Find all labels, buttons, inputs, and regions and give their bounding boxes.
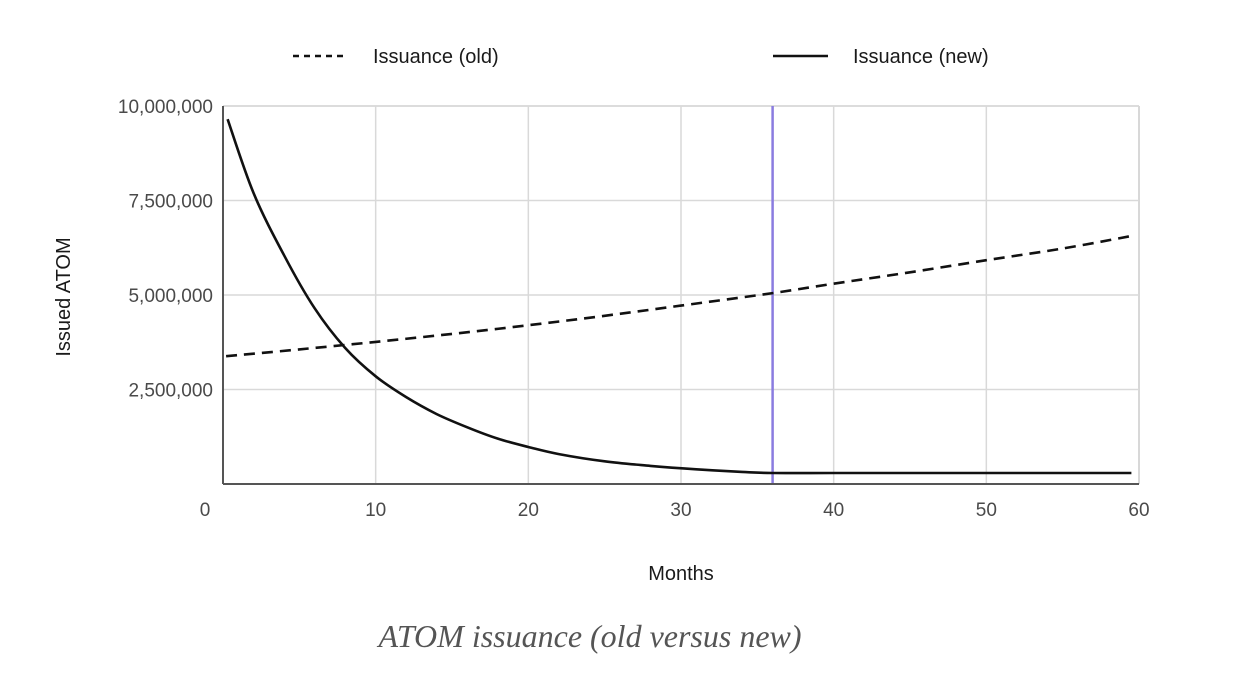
x-tick-label: 10 — [365, 500, 386, 521]
grid-lines — [223, 105, 1140, 484]
x-tick-label: 20 — [518, 500, 539, 521]
legend-label: Issuance (old) — [373, 46, 499, 68]
series-lines — [225, 118, 1132, 475]
x-tick-label: 50 — [976, 500, 997, 521]
y-tick-label: 5,000,000 — [128, 286, 213, 307]
series-line-old — [225, 234, 1132, 358]
figure-caption: ATOM issuance (old versus new) — [378, 618, 802, 654]
y-tick-label: 2,500,000 — [128, 381, 213, 402]
legend: Issuance (old) Issuance (new) — [293, 46, 989, 68]
y-axis-title: Issued ATOM — [53, 237, 75, 356]
x-tick-label: 40 — [823, 500, 844, 521]
legend-label: Issuance (new) — [853, 46, 989, 68]
y-tick-label: 7,500,000 — [128, 192, 213, 213]
x-axis-title: Months — [648, 563, 714, 585]
y-tick-label: 10,000,000 — [118, 97, 213, 118]
x-tick-label: 60 — [1128, 500, 1149, 521]
series-line-new — [226, 118, 1132, 475]
x-tick-label: 30 — [670, 500, 691, 521]
x-tick-label: 0 — [200, 500, 211, 521]
axes: 0 10 20 30 40 50 60 2,500,000 5,000,000 7,500,000… — [118, 97, 1150, 521]
